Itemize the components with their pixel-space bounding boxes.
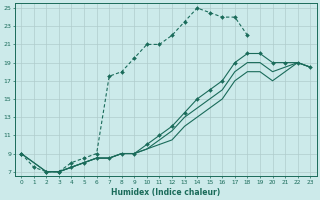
X-axis label: Humidex (Indice chaleur): Humidex (Indice chaleur) xyxy=(111,188,220,197)
